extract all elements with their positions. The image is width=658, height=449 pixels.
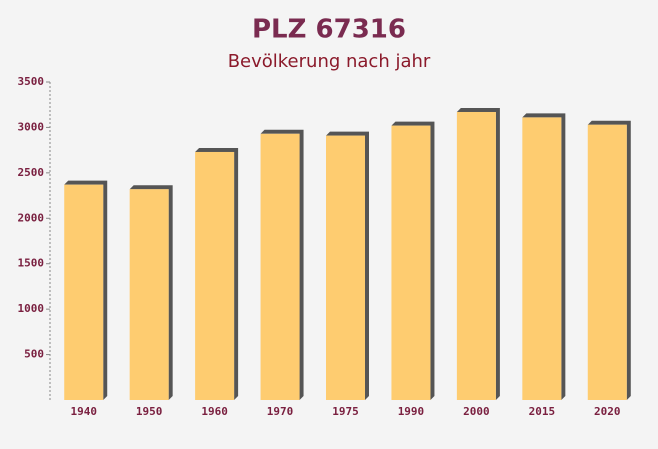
x-tick-label: 1960: [201, 405, 228, 418]
y-tick-label: 3000: [18, 120, 45, 133]
chart-title: PLZ 67316: [252, 15, 406, 45]
x-tick-label: 1940: [70, 405, 97, 418]
x-tick-label: 1990: [398, 405, 425, 418]
x-tick-label: 2015: [529, 405, 556, 418]
bar: [522, 117, 562, 400]
bar: [64, 184, 104, 400]
y-tick-label: 3500: [18, 75, 45, 88]
y-tick-label: 500: [24, 348, 44, 361]
bar: [391, 125, 431, 401]
bar: [260, 133, 300, 400]
x-tick-label: 1975: [332, 405, 359, 418]
bar: [456, 111, 496, 401]
y-tick-label: 1000: [18, 302, 45, 315]
bar: [587, 124, 627, 401]
y-tick-label: 2000: [18, 211, 45, 224]
x-tick-label: 2000: [463, 405, 490, 418]
y-tick-label: 1500: [18, 257, 45, 270]
x-tick-label: 1950: [136, 405, 163, 418]
x-tick-label: 1970: [267, 405, 294, 418]
bar: [326, 135, 365, 400]
y-tick-label: 2500: [18, 166, 45, 179]
bar: [195, 151, 235, 400]
chart-subtitle: Bevölkerung nach jahr: [228, 51, 431, 72]
bar: [129, 189, 169, 400]
x-tick-label: 2020: [594, 405, 621, 418]
